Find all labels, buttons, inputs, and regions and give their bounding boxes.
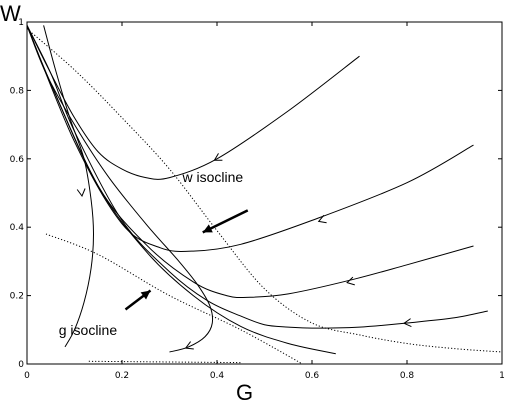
y-tick-label: 1	[18, 18, 24, 28]
annotation-arrow-head	[202, 224, 213, 233]
trajectory-line	[26, 25, 488, 329]
series-group	[26, 25, 214, 353]
series-group	[45, 233, 303, 365]
x-tick-label: 1	[499, 371, 505, 381]
trajectories	[26, 25, 503, 365]
annotation: g isocline	[59, 289, 152, 338]
trajectory-line	[26, 25, 360, 180]
x-tick-label: 0	[24, 371, 30, 381]
series-group	[43, 25, 95, 348]
annotation-text: g isocline	[59, 322, 118, 338]
series-group	[26, 25, 360, 180]
series-group	[88, 360, 241, 364]
x-axis-title: G	[236, 380, 253, 405]
y-tick-label: 0.8	[10, 86, 25, 96]
direction-arrow	[346, 276, 355, 286]
y-axis-title: W	[0, 1, 21, 26]
isocline-line	[88, 360, 241, 364]
annotation: w isocline	[182, 169, 249, 234]
tick-labels: 0 0.2 0.4 0.6 0.8 1 0 0.2 0.4 0.6 0.8 1	[10, 18, 505, 381]
trajectory-line	[43, 25, 95, 348]
y-tick-label: 0.2	[10, 292, 24, 302]
x-tick-label: 0.8	[400, 371, 415, 381]
x-tick-label: 0.4	[210, 371, 225, 381]
trajectory-line	[26, 25, 474, 299]
x-tick-label: 0.2	[115, 371, 129, 381]
isocline-line	[45, 233, 303, 365]
direction-arrow	[317, 214, 327, 224]
series-group	[26, 25, 488, 329]
trajectory-line	[26, 25, 474, 253]
y-tick-label: 0.4	[10, 223, 25, 233]
plot-frame	[26, 21, 503, 365]
annotation-text: w isocline	[182, 169, 244, 185]
direction-arrow	[76, 188, 86, 198]
direction-arrow	[184, 341, 194, 350]
series-group	[26, 25, 474, 253]
direction-arrow	[402, 318, 412, 328]
plot-frame-border	[26, 21, 503, 365]
annotation-arrow-head	[140, 290, 151, 300]
series-group	[26, 25, 474, 299]
trajectory-line	[26, 25, 336, 355]
x-tick-label: 0.6	[305, 371, 320, 381]
trajectory-line	[26, 25, 214, 353]
isocline-line	[26, 28, 503, 353]
y-tick-label: 0.6	[10, 155, 25, 165]
series-group	[26, 25, 336, 355]
series-group	[26, 28, 503, 353]
y-tick-label: 0	[18, 360, 24, 370]
annotation-layer: w isocline g isocline	[59, 169, 249, 338]
direction-arrow	[213, 153, 223, 161]
